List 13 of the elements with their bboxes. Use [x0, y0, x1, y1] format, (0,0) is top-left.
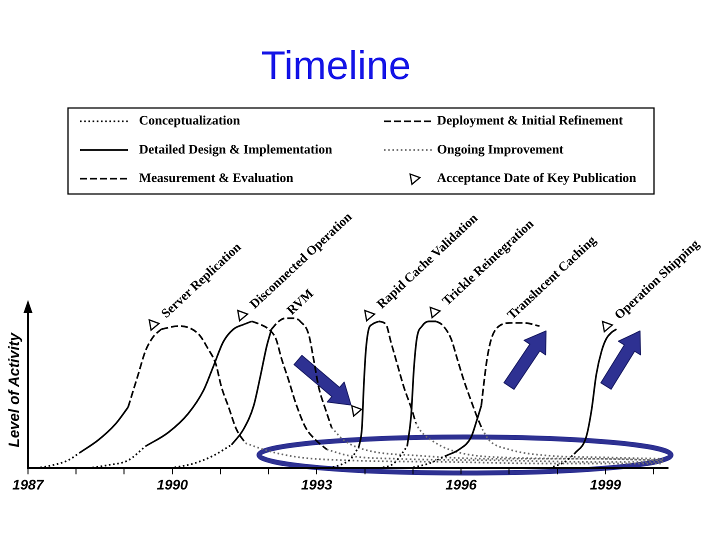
x-tick-label: 1987: [12, 476, 45, 492]
x-tick-label: 1996: [446, 476, 477, 492]
x-tick-label: 1993: [301, 476, 332, 492]
x-tick-label: 1990: [156, 476, 188, 492]
legend-label: Conceptualization: [139, 112, 241, 128]
legend-label: Acceptance Date of Key Publication: [437, 170, 638, 186]
legend-label: Detailed Design & Implementation: [139, 141, 333, 156]
legend-label: Ongoing Improvement: [437, 141, 564, 156]
x-tick-label: 1999: [590, 476, 622, 492]
chart-title: Timeline: [261, 44, 411, 88]
legend-label: Deployment & Initial Refinement: [437, 112, 624, 128]
y-axis-title: Level of Activity: [6, 332, 24, 448]
legend-label: Measurement & Evaluation: [139, 170, 294, 186]
